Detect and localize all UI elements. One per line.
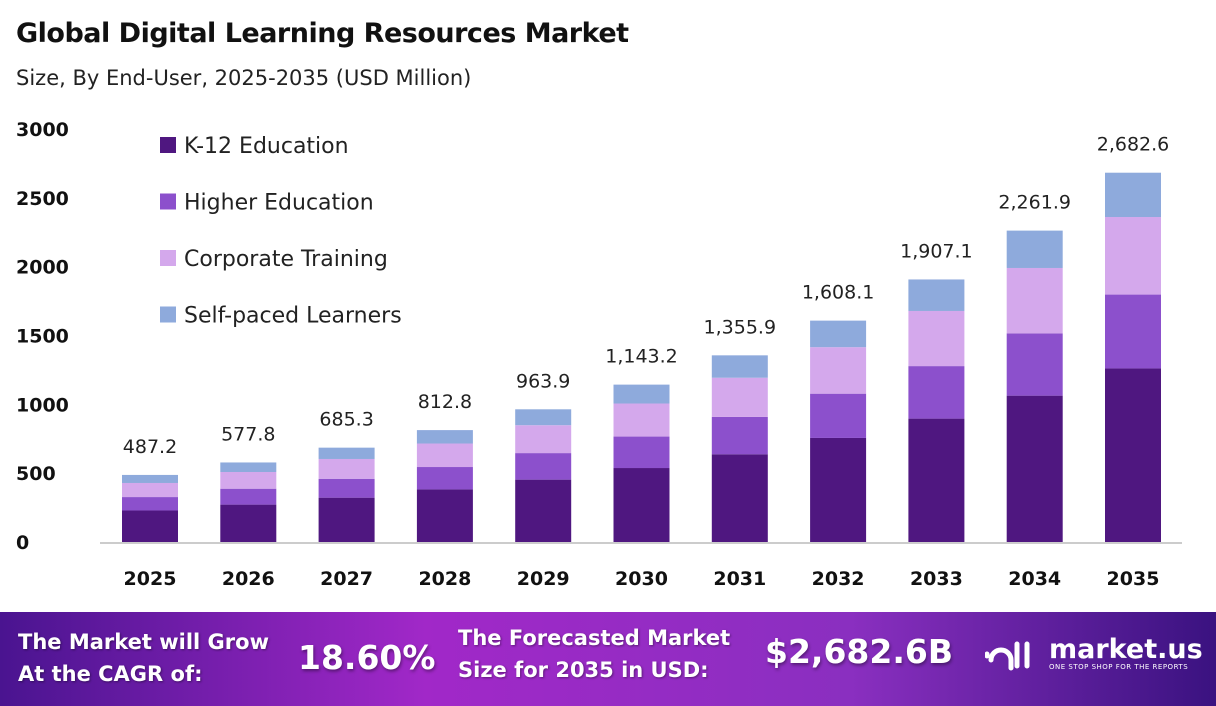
y-tick-label: 2000: [16, 257, 69, 279]
forecast-label-line: The Forecasted Market: [458, 626, 731, 650]
bar-segment: [515, 425, 572, 454]
y-tick-label: 1000: [16, 394, 69, 416]
bar-segment: [810, 437, 867, 542]
bar-segment: [908, 279, 965, 311]
x-tick-label: 2026: [222, 568, 275, 590]
total-label: 1,907.1: [900, 240, 973, 262]
legend-swatch: [160, 193, 176, 210]
legend-label: Corporate Training: [184, 247, 388, 272]
legend-swatch: [160, 137, 176, 153]
x-tick-label: 2032: [812, 568, 865, 590]
bar-segment: [1006, 333, 1063, 396]
x-tick-label: 2027: [320, 568, 373, 590]
bar-segment: [220, 471, 277, 489]
y-tick-label: 0: [16, 532, 29, 554]
bar-segment: [711, 454, 768, 542]
y-tick-label: 3000: [16, 119, 69, 141]
logo-icon: [985, 641, 1030, 671]
x-tick-label: 2030: [615, 568, 668, 590]
bar-segment: [122, 497, 178, 511]
x-tick-label: 2035: [1107, 568, 1160, 590]
bar-segment: [515, 479, 572, 542]
bar-segment: [416, 467, 473, 490]
cagr-label-line: The Market will Grow: [18, 630, 269, 654]
total-label: 812.8: [418, 391, 472, 413]
y-tick-label: 1500: [16, 326, 69, 348]
total-label: 487.2: [123, 436, 177, 458]
bar-segment: [220, 462, 277, 472]
chart-title: Global Digital Learning Resources Market: [16, 18, 629, 49]
bar-segment: [318, 497, 375, 542]
bar-segment: [416, 443, 473, 468]
x-tick-label: 2034: [1008, 568, 1061, 590]
bar-segment: [908, 310, 965, 367]
forecast-label: The Forecasted Market Size for 2035 in US…: [458, 622, 730, 686]
total-label: 2,261.9: [998, 192, 1071, 214]
bar-segment: [318, 458, 375, 479]
market-us-logo: market.us ONE STOP SHOP FOR THE REPORTS: [985, 634, 1203, 674]
bar-segment: [122, 510, 178, 542]
bar-segment: [613, 468, 670, 542]
chart-subtitle: Size, By End-User, 2025-2035 (USD Millio…: [16, 66, 472, 90]
bar-segment: [1105, 172, 1161, 218]
bar-segment: [1105, 294, 1161, 369]
bar-segment: [220, 504, 277, 542]
bar-segment: [318, 478, 375, 498]
bar-segment: [122, 482, 178, 498]
bar-segment: [810, 393, 867, 438]
total-label: 1,355.9: [704, 316, 777, 338]
cagr-label: The Market will Grow At the CAGR of:: [18, 626, 269, 690]
x-tick-label: 2033: [910, 568, 963, 590]
bar-segment: [711, 377, 768, 417]
total-label: 2,682.6: [1097, 134, 1170, 156]
bar-segment: [416, 489, 473, 542]
bar-segment: [1006, 230, 1063, 268]
bar-segment: [122, 474, 178, 483]
bar-segment: [810, 320, 867, 348]
x-tick-label: 2028: [418, 568, 471, 590]
total-label: 1,608.1: [802, 282, 875, 304]
legend-swatch: [160, 306, 176, 323]
bar-segment: [318, 447, 375, 459]
x-tick-label: 2031: [713, 568, 766, 590]
legend-label: Higher Education: [184, 191, 374, 216]
bar-segment: [613, 436, 670, 469]
x-tick-label: 2029: [517, 568, 570, 590]
bar-segment: [1105, 368, 1161, 542]
cagr-label-line: At the CAGR of:: [18, 662, 203, 686]
total-label: 963.9: [516, 370, 570, 392]
y-tick-label: 2500: [16, 188, 69, 210]
legend-label: Self-paced Learners: [184, 304, 402, 329]
stacked-bar-chart: 0 500 1000 1500 2000 2500 3000 487.2 2025 577.8 20…: [16, 119, 1182, 590]
bar-segment: [1006, 267, 1063, 334]
bar-segment: [613, 403, 670, 437]
total-label: 685.3: [319, 409, 373, 431]
bar-segment: [515, 453, 572, 480]
forecast-value: $2,682.6B: [765, 632, 953, 671]
x-tick-label: 2025: [124, 568, 177, 590]
summary-banner: The Market will Grow At the CAGR of: 18.6…: [0, 612, 1216, 706]
bar-segment: [711, 355, 768, 378]
legend-swatch: [160, 250, 176, 266]
bar-segment: [908, 418, 965, 542]
forecast-label-line: Size for 2035 in USD:: [458, 658, 709, 682]
legend-label: K-12 Education: [184, 134, 349, 159]
bar-segment: [515, 409, 572, 426]
logo-tagline: ONE STOP SHOP FOR THE REPORTS: [1049, 663, 1189, 671]
bar-segment: [1006, 395, 1063, 542]
cagr-value: 18.60%: [298, 638, 436, 677]
bar-segment: [220, 488, 277, 505]
bar-segment: [416, 430, 473, 444]
bar-segment: [711, 416, 768, 455]
bar-segment: [810, 347, 867, 394]
logo-text: market.us: [1049, 634, 1203, 665]
total-label: 1,143.2: [605, 346, 678, 368]
bar-segment: [1105, 217, 1161, 295]
bar-segment: [908, 366, 965, 419]
total-label: 577.8: [221, 423, 275, 445]
y-tick-label: 500: [16, 463, 56, 485]
bar-segment: [613, 384, 670, 404]
